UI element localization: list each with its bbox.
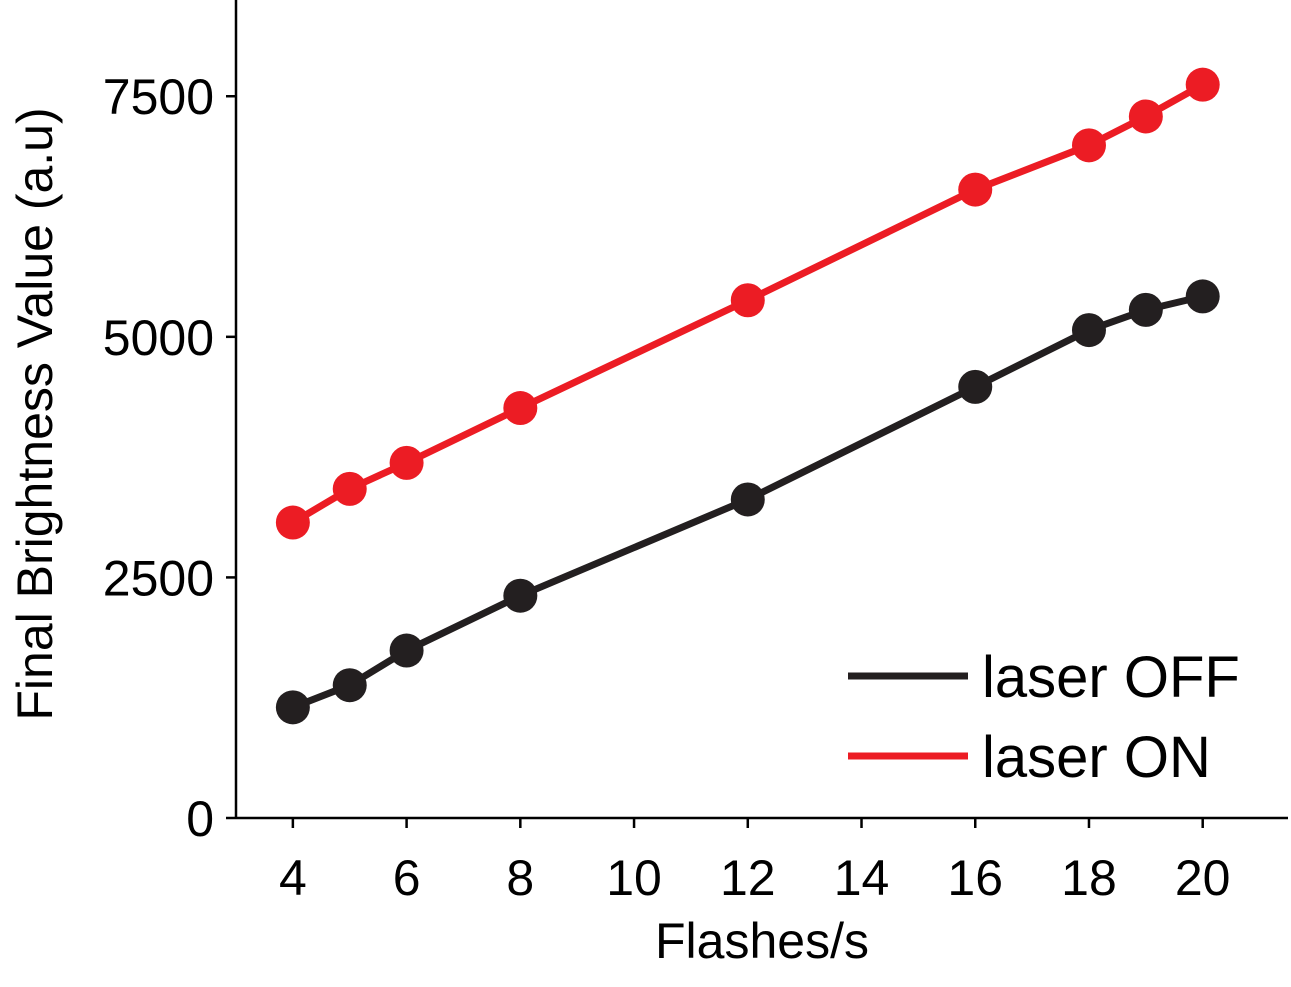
y-tick-label: 7500 — [103, 69, 214, 125]
x-tick-label: 6 — [393, 850, 421, 906]
y-tick-label: 2500 — [103, 550, 214, 606]
series-laser-off — [275, 279, 1220, 725]
y-axis-ticks: 0 2500 5000 7500 — [103, 69, 236, 847]
data-point — [275, 690, 310, 725]
legend-label: laser OFF — [982, 645, 1240, 710]
x-tick-label: 8 — [506, 850, 534, 906]
x-tick-label: 20 — [1175, 850, 1231, 906]
data-point — [730, 283, 765, 318]
data-point — [958, 369, 993, 404]
data-point — [958, 172, 993, 207]
data-point — [1128, 292, 1163, 327]
y-tick-label: 5000 — [103, 310, 214, 366]
x-tick-label: 4 — [279, 850, 307, 906]
legend-item: laser OFF — [848, 645, 1240, 710]
data-point — [275, 505, 310, 540]
series-laser-on — [275, 67, 1220, 540]
data-point — [332, 668, 367, 703]
data-point — [1071, 128, 1106, 163]
x-axis-ticks: 4 6 8 10 12 14 16 18 20 — [279, 818, 1231, 906]
x-tick-label: 16 — [947, 850, 1003, 906]
y-axis-title: Final Brightness Value (a.u) — [7, 107, 63, 720]
legend: laser OFF laser ON — [848, 645, 1240, 790]
y-tick-label: 0 — [186, 791, 214, 847]
data-point — [730, 482, 765, 517]
data-point — [1128, 99, 1163, 134]
data-point — [1185, 67, 1220, 102]
data-point — [1071, 313, 1106, 348]
series-layer — [275, 67, 1220, 725]
data-point — [389, 633, 424, 668]
x-tick-label: 12 — [720, 850, 776, 906]
data-point — [1185, 279, 1220, 314]
legend-item: laser ON — [848, 725, 1211, 790]
data-point — [503, 391, 538, 426]
x-axis-title: Flashes/s — [655, 913, 869, 969]
x-tick-label: 18 — [1061, 850, 1117, 906]
x-tick-label: 14 — [834, 850, 890, 906]
axes — [234, 0, 1288, 820]
x-tick-label: 10 — [606, 850, 662, 906]
data-point — [389, 445, 424, 480]
data-point — [332, 471, 367, 506]
legend-label: laser ON — [982, 725, 1211, 790]
data-point — [503, 578, 538, 613]
